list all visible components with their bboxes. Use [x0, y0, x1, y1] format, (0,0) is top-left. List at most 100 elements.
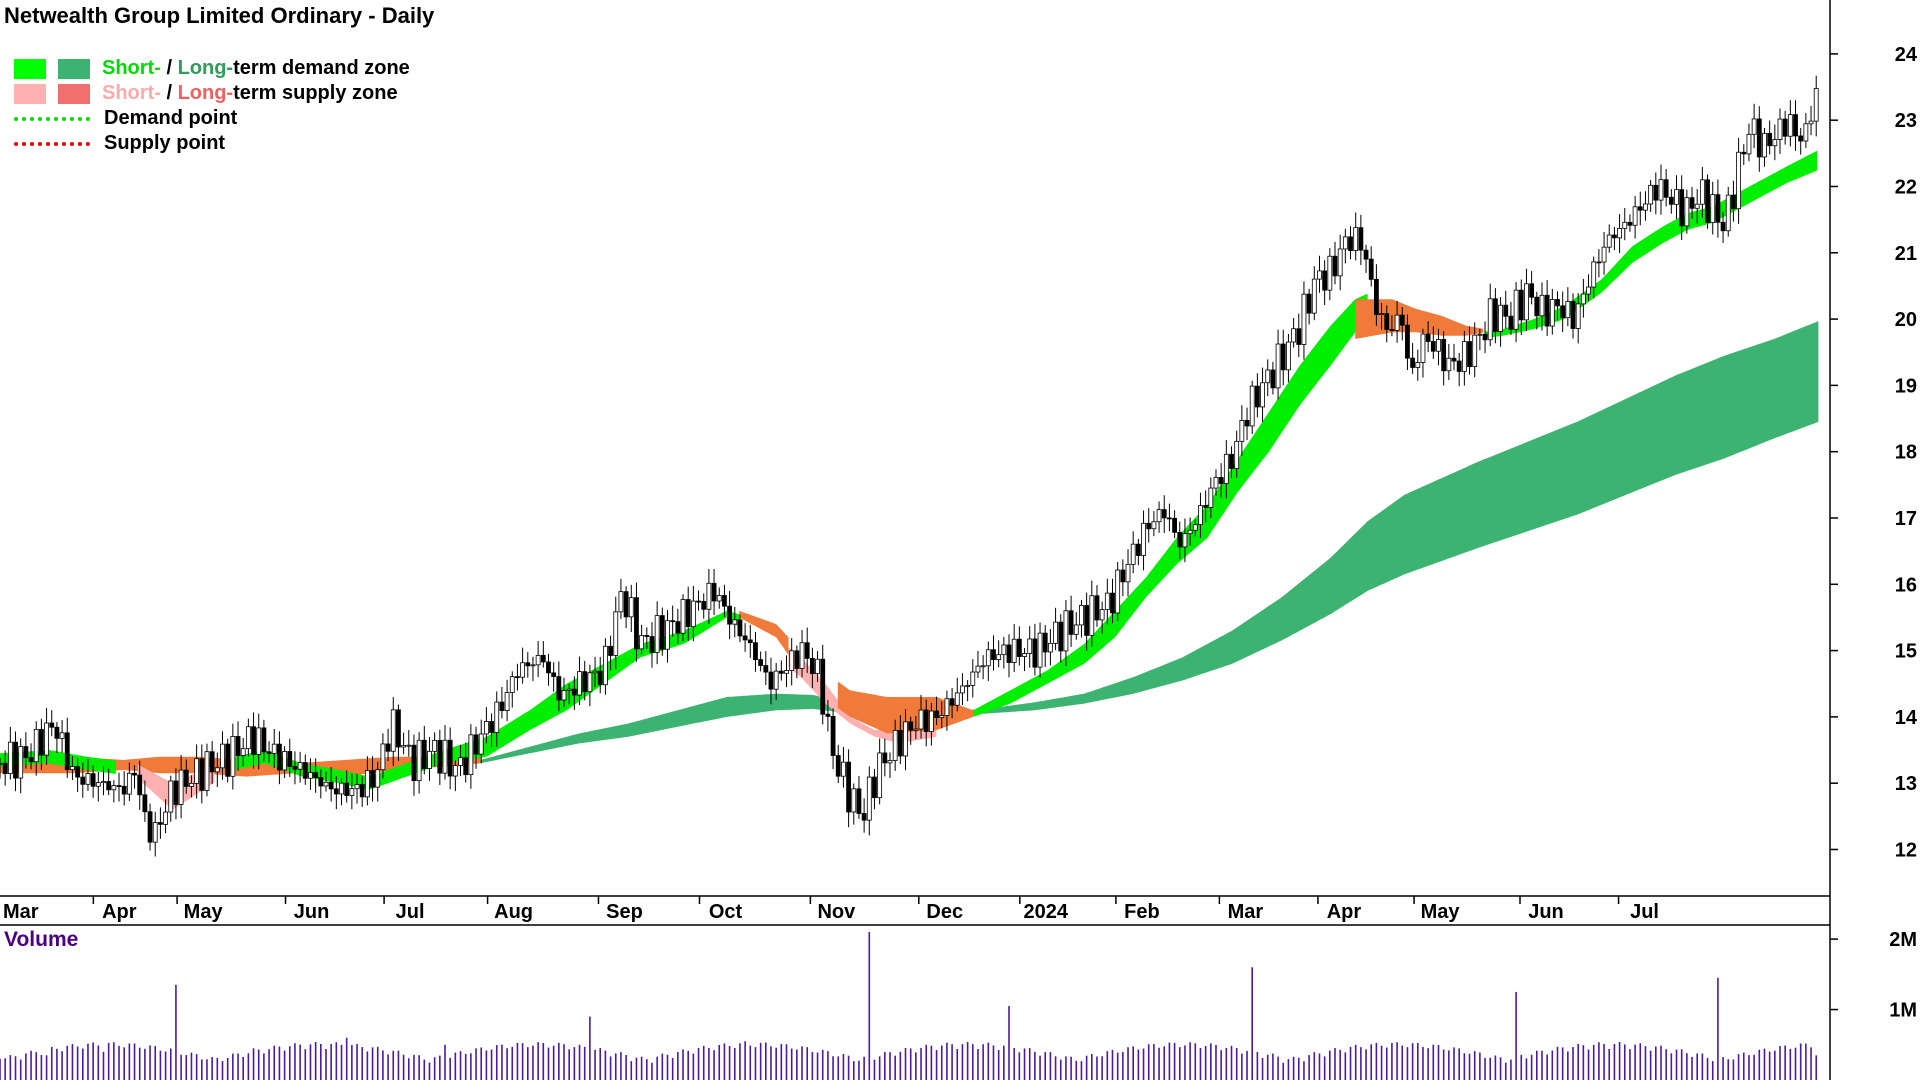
- candle-body: [261, 727, 267, 753]
- candle-body: [1104, 592, 1110, 611]
- candle-body: [1208, 487, 1214, 508]
- candle-body: [70, 766, 75, 771]
- candle-body: [447, 739, 453, 777]
- y-tick-label: 21: [1895, 243, 1917, 265]
- candle-body: [432, 740, 438, 752]
- candle-body: [142, 794, 148, 813]
- candle-body: [468, 734, 474, 776]
- candle-body: [1218, 477, 1224, 484]
- candle-body: [1518, 289, 1524, 321]
- x-tick-label: Jun: [1528, 901, 1564, 923]
- candle-body: [706, 582, 712, 610]
- candle-body: [23, 746, 29, 759]
- candle-body: [282, 751, 287, 771]
- candle-body: [1115, 569, 1121, 614]
- candle-body: [649, 636, 655, 653]
- candle-body: [758, 659, 764, 666]
- candle-body: [1177, 531, 1183, 548]
- chart-title: Netwealth Group Limited Ordinary - Daily: [4, 3, 435, 28]
- candle-body: [634, 597, 639, 650]
- candle-body: [696, 600, 701, 603]
- candle-body: [1130, 543, 1136, 565]
- legend-text: term supply zone: [233, 82, 398, 104]
- candle-body: [1658, 179, 1664, 201]
- candle-body: [1648, 184, 1654, 205]
- candle-body: [954, 692, 960, 706]
- candle-body: [639, 635, 645, 650]
- x-tick-label: Jun: [294, 901, 330, 923]
- candle-body: [163, 811, 168, 825]
- candle-body: [980, 665, 986, 668]
- candle-body: [670, 620, 676, 623]
- candle-body: [577, 671, 582, 696]
- candle-body: [1337, 248, 1343, 277]
- candle-body: [1560, 305, 1566, 319]
- candle-body: [13, 741, 18, 779]
- candle-body: [1223, 453, 1229, 484]
- candle-body: [1705, 179, 1710, 223]
- candle-body: [903, 721, 908, 757]
- candle-body: [804, 642, 810, 659]
- x-tick-label: Mar: [3, 901, 39, 923]
- candle-body: [540, 654, 546, 663]
- candle-body: [1425, 333, 1431, 342]
- legend-text: /: [160, 57, 178, 79]
- candle-body: [1094, 595, 1100, 621]
- candle-body: [328, 781, 334, 790]
- legend-swatch: [14, 83, 46, 104]
- candle-body: [603, 645, 608, 686]
- candle-body: [147, 811, 153, 843]
- candle-body: [799, 642, 805, 669]
- legend-swatch: [58, 58, 90, 79]
- candle-body: [478, 733, 484, 755]
- candle-body: [1513, 289, 1519, 330]
- candle-body: [199, 758, 205, 791]
- y-tick-label: 23: [1895, 110, 1917, 132]
- candle-body: [225, 743, 231, 777]
- candle-body: [64, 732, 70, 771]
- candle-body: [944, 698, 950, 717]
- candle-body: [872, 776, 877, 799]
- candle-body: [1415, 362, 1421, 368]
- candle-body: [737, 619, 743, 637]
- candle-body: [923, 709, 929, 732]
- candle-body: [1503, 304, 1509, 317]
- y-tick-label: 22: [1895, 176, 1917, 198]
- candle-body: [960, 685, 965, 694]
- candle-body: [1430, 341, 1436, 352]
- candle-body: [747, 639, 753, 644]
- candle-body: [1027, 638, 1033, 654]
- candle-body: [1229, 453, 1234, 469]
- candle-body: [732, 619, 738, 625]
- candle-body: [773, 670, 779, 690]
- x-tick-label: Jul: [396, 901, 425, 923]
- candle-body: [1048, 642, 1053, 653]
- candle-body: [753, 642, 758, 660]
- candle-body: [1198, 505, 1203, 526]
- candle-body: [685, 599, 691, 628]
- candle-body: [861, 813, 867, 821]
- candle-body: [158, 822, 163, 825]
- candle-body: [1399, 314, 1405, 326]
- candle-body: [1234, 440, 1240, 469]
- candle-body: [1586, 286, 1591, 295]
- candle-body: [173, 780, 179, 805]
- candle-body: [214, 767, 220, 773]
- candle-body: [520, 662, 526, 678]
- candle-body: [587, 672, 593, 693]
- candle-body: [1575, 303, 1581, 329]
- x-tick-label: Dec: [926, 901, 963, 923]
- candle-body: [18, 746, 24, 779]
- candle-body: [152, 822, 158, 843]
- candle-body: [380, 743, 386, 771]
- candle-body: [287, 751, 293, 767]
- candle-body: [1270, 369, 1276, 389]
- candle-body: [271, 743, 277, 754]
- candle-body: [1756, 118, 1762, 158]
- candle-body: [1741, 151, 1747, 155]
- y-tick-label: 24: [1895, 44, 1918, 66]
- candle-body: [1663, 179, 1669, 198]
- candle-body: [1172, 517, 1177, 533]
- candle-body: [1632, 206, 1638, 226]
- candle-body: [778, 670, 784, 674]
